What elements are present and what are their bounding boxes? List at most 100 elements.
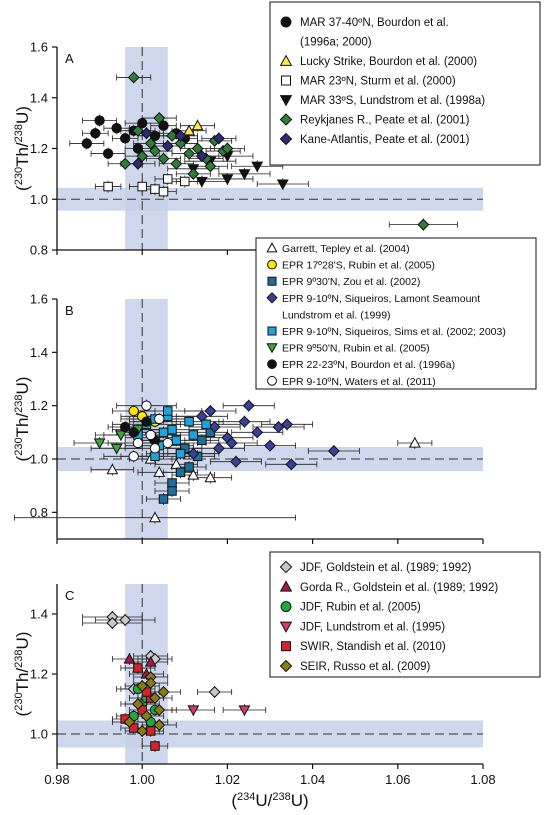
data-point [251, 161, 264, 173]
panel-label: A [65, 51, 74, 66]
legend-label: MAR 33ºS, Lundstrom et al. (1998a) [300, 95, 485, 107]
data-point [119, 157, 132, 170]
legend-marker [279, 95, 293, 107]
data-point [106, 463, 119, 475]
data-point [153, 719, 166, 731]
legend: JDF, Goldstein et al. (1989; 1992) Gorda … [269, 551, 541, 678]
y-tick-label: 1.0 [30, 192, 48, 207]
data-point [131, 124, 144, 137]
data-point [242, 399, 255, 412]
data-point [103, 181, 113, 192]
data-point [153, 112, 166, 125]
data-point [150, 184, 160, 194]
data-point [137, 181, 147, 192]
y-axis-label-part: 230 [13, 167, 25, 185]
data-point [119, 421, 131, 433]
data-point [187, 705, 200, 717]
data-point [195, 150, 208, 163]
y-tick-label: 1.2 [30, 667, 48, 682]
legend: MAR 37-40ºN, Bourdon et al. (1996a; 2000)… [269, 1, 541, 166]
data-point [137, 705, 147, 715]
data-point [208, 686, 221, 698]
data-point [238, 705, 251, 717]
legend-label: JDF, Goldstein et al. (1989; 1992) [300, 562, 471, 574]
legend-entry: EPR 9-10ºN, Siqueiros, Sims et al. (2002… [267, 326, 506, 338]
legend-entry: JDF, Lundstrom et al. (1995) [279, 621, 445, 633]
data-point [128, 405, 139, 417]
data-point [187, 468, 200, 480]
legend-label: (1996a; 2000) [300, 37, 372, 49]
y-tick-label: 1.6 [30, 292, 48, 307]
data-point [183, 147, 196, 160]
data-point [150, 741, 160, 751]
data-point [144, 655, 157, 667]
y-axis-label-part: U) [13, 632, 32, 650]
data-point [195, 176, 208, 188]
legend-entry: EPR 9º30'N, Zou et al. (2002) [267, 276, 420, 288]
legend-marker [267, 326, 277, 336]
legend-marker [279, 54, 293, 66]
legend-marker [279, 621, 293, 633]
data-point [188, 430, 199, 440]
x-tick-label: 1.06 [385, 772, 410, 787]
panel-label: C [65, 588, 74, 603]
legend-marker [267, 375, 277, 386]
data-point [81, 138, 92, 149]
x-tick-label: 1.08 [470, 772, 495, 787]
data-point [157, 152, 170, 165]
legend-entry: MAR 33ºS, Lundstrom et al. (1998a) [279, 95, 485, 107]
data-point [140, 127, 153, 140]
data-point [149, 443, 161, 454]
data-point [153, 466, 166, 477]
data-point [110, 443, 123, 455]
legend-marker [267, 276, 277, 286]
legend-box [269, 1, 541, 166]
legend-entry: Kane-Atlantis, Peate et al. (2001) [279, 132, 470, 146]
legend-entry: EPR 9-10ºN, Waters et al. (2011) [267, 375, 436, 388]
y-axis-label-part: 230 [13, 692, 25, 710]
data-point [137, 117, 148, 129]
data-point [149, 511, 161, 523]
legend-label: SEIR, Russo et al. (2009) [300, 661, 431, 673]
legend-entry: Gorda R., Goldstein et al. (1989; 1992) [279, 580, 498, 594]
legend-marker [280, 16, 292, 28]
x-axis-label: (234U/238U) [231, 791, 308, 810]
data-point [204, 471, 217, 483]
legend-label: MAR 37-40ºN, Bourdon et al. [300, 17, 449, 29]
y-axis-label-part: 238 [13, 395, 25, 413]
data-point [141, 687, 152, 697]
x-axis-label-part: 234 [237, 791, 255, 803]
data-point [166, 129, 178, 142]
legend-marker [267, 359, 277, 370]
data-point [131, 157, 144, 170]
data-point [128, 427, 139, 438]
y-tick-label: 0.8 [30, 243, 48, 258]
data-point [145, 429, 156, 441]
data-point [170, 157, 183, 170]
legend-entry: SEIR, Russo et al. (2009) [279, 659, 431, 673]
legend-label: Kane-Atlantis, Peate et al. (2001) [300, 134, 470, 146]
legend-marker [281, 75, 291, 86]
y-tick-label: 1.0 [30, 727, 48, 742]
legend-marker [266, 242, 278, 253]
y-axis-label-part: Th/ [13, 413, 32, 438]
data-point [221, 174, 234, 186]
data-point [144, 137, 157, 150]
y-tick-label: 0.8 [30, 505, 48, 520]
data-point [285, 458, 298, 471]
data-point [191, 119, 204, 131]
y-axis-label-part: ( [13, 185, 32, 191]
data-point [163, 174, 173, 184]
data-point [167, 424, 177, 435]
legend-label: MAR 23ºN, Sturm et al. (2000) [300, 76, 456, 88]
x-axis-label-part: 238 [272, 791, 290, 803]
data-point [162, 437, 173, 449]
y-axis-label-part: 230 [13, 437, 25, 455]
data-point [171, 435, 182, 446]
data-points [82, 611, 267, 752]
legend-marker [279, 580, 293, 592]
legend-marker [267, 259, 277, 270]
legend-entry: EPR 22-23ºN, Bourdon et al. (1996a) [267, 359, 455, 371]
data-point [119, 133, 131, 144]
